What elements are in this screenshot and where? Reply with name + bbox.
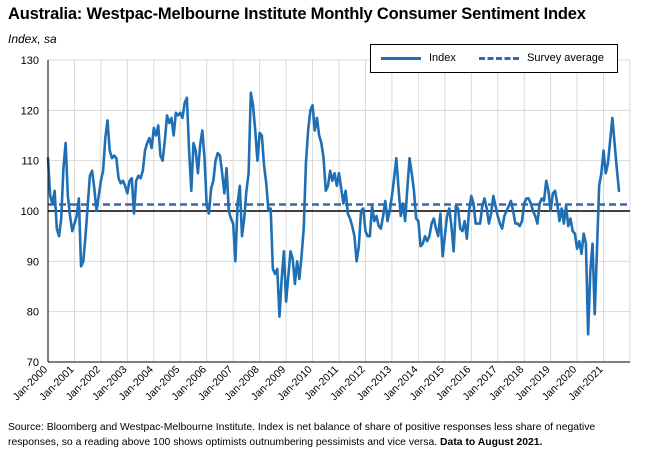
data-note: Data to August 2021. bbox=[440, 437, 543, 448]
legend-average-label: Survey average bbox=[527, 52, 605, 64]
y-tick-label: 110 bbox=[21, 156, 39, 168]
y-tick-label: 120 bbox=[21, 105, 39, 117]
chart-subtitle: Index, sa bbox=[8, 32, 57, 46]
y-tick-label: 90 bbox=[27, 256, 39, 268]
chart-title: Australia: Westpac-Melbourne Institute M… bbox=[8, 5, 586, 23]
axis-layer: 708090100110120130Jan-2000Jan-2001Jan-20… bbox=[11, 55, 630, 403]
y-tick-label: 80 bbox=[27, 307, 39, 319]
y-tick-label: 70 bbox=[27, 357, 39, 369]
source-text: Source: Bloomberg and Westpac-Melbourne … bbox=[8, 422, 596, 448]
legend-index-swatch bbox=[381, 57, 421, 60]
chart-legend: Index Survey average bbox=[370, 44, 618, 73]
series-layer bbox=[46, 91, 630, 336]
legend-index-label: Index bbox=[429, 52, 456, 64]
source-note: Source: Bloomberg and Westpac-Melbourne … bbox=[8, 420, 644, 450]
index-series-line bbox=[46, 91, 621, 336]
legend-average-swatch bbox=[479, 57, 519, 60]
y-tick-label: 130 bbox=[21, 55, 39, 67]
y-tick-label: 100 bbox=[21, 206, 39, 218]
